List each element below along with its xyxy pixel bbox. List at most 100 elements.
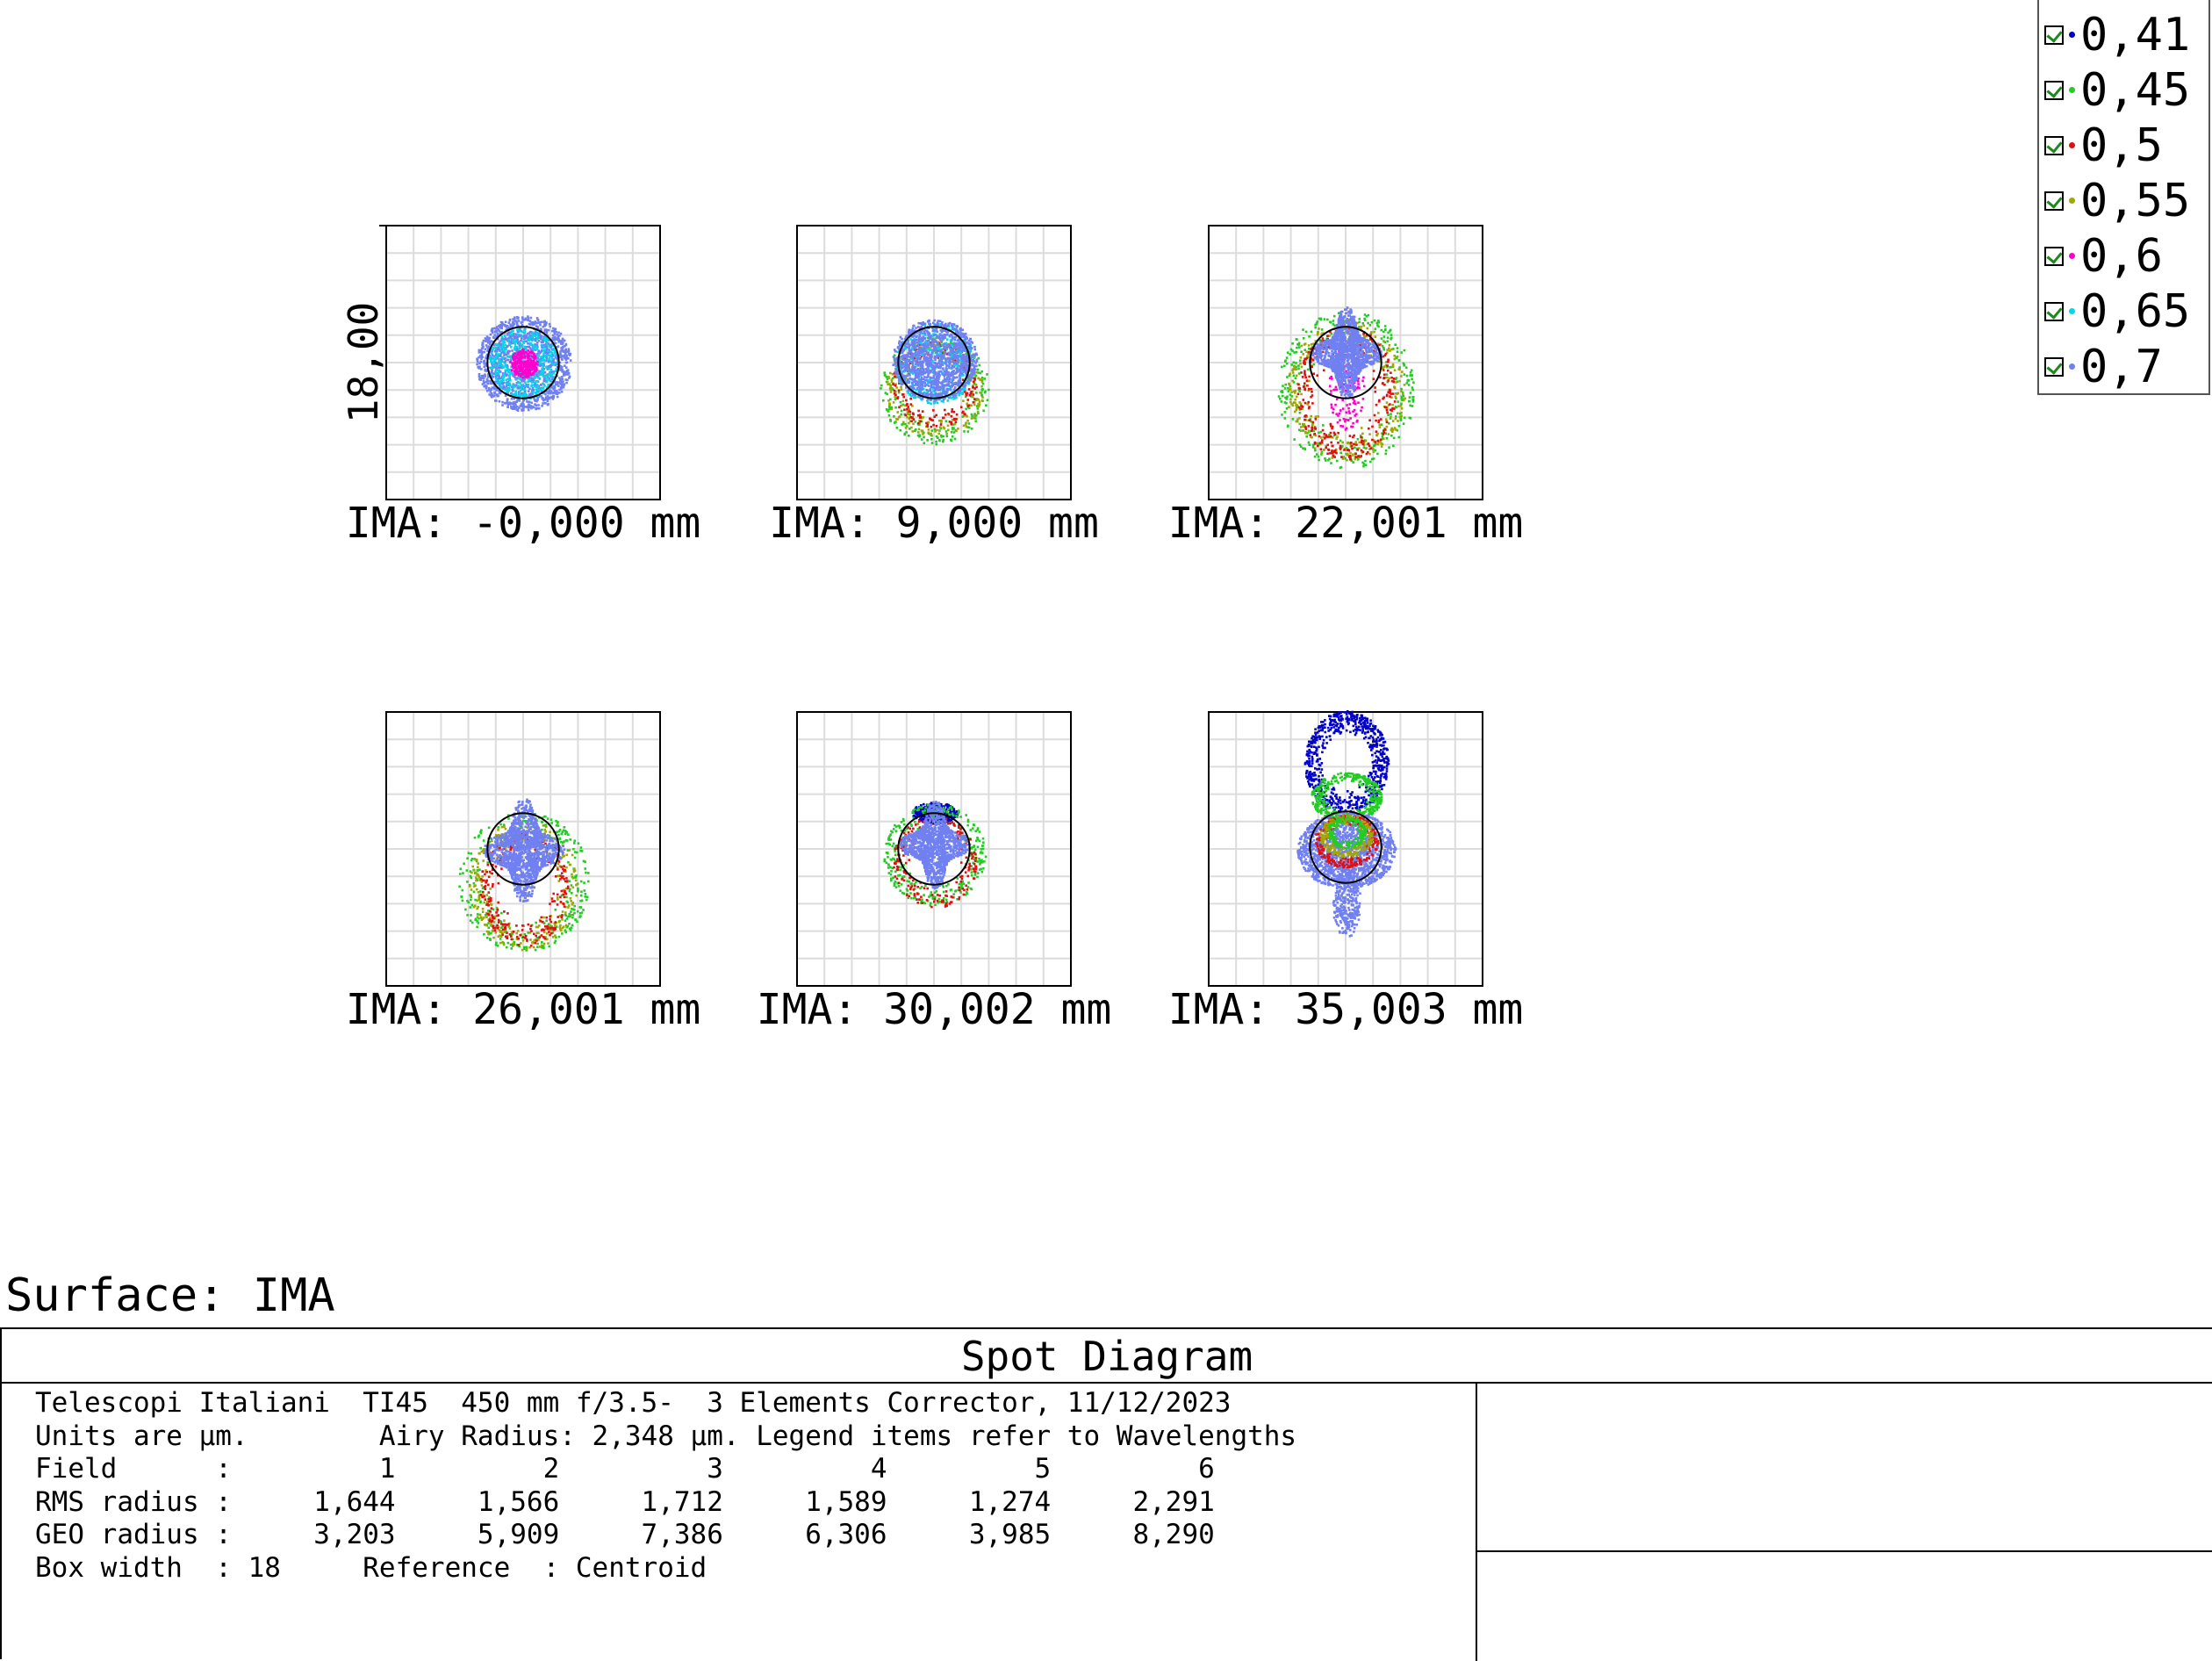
- spot-point: [478, 376, 481, 378]
- spot-point: [542, 344, 545, 347]
- spot-point: [518, 320, 521, 322]
- spot-point: [947, 399, 950, 402]
- spot-point: [965, 382, 967, 385]
- spot-point: [519, 353, 521, 356]
- spot-point: [552, 398, 555, 400]
- spot-point: [908, 422, 910, 425]
- spot-point: [514, 346, 517, 349]
- spot-point: [966, 393, 968, 396]
- spot-point: [1412, 400, 1415, 403]
- spot-point: [986, 373, 988, 376]
- spot-point: [1303, 337, 1305, 340]
- spot-point: [549, 371, 551, 374]
- spot-point: [916, 346, 918, 349]
- spot-point: [951, 339, 953, 342]
- spot-point: [1393, 437, 1396, 440]
- spot-point: [480, 368, 483, 370]
- spot-point: [546, 398, 549, 400]
- spot-point: [565, 343, 568, 346]
- spot-point: [936, 349, 938, 352]
- spot-point: [501, 335, 504, 338]
- spot-point: [933, 320, 936, 322]
- spot-point: [917, 385, 920, 387]
- spot-point: [938, 420, 941, 422]
- spot-point: [1299, 412, 1302, 414]
- spot-point: [953, 431, 956, 434]
- spot-point: [908, 435, 910, 437]
- spot-point: [491, 396, 493, 399]
- spot-point: [499, 324, 502, 327]
- spot-point: [923, 335, 925, 338]
- spot-point: [930, 356, 932, 359]
- spot-point: [909, 416, 912, 419]
- spot-point: [1412, 396, 1415, 399]
- spot-point: [939, 389, 942, 392]
- spot-point: [537, 336, 540, 339]
- spot-point: [930, 394, 933, 397]
- spot-point: [1375, 327, 1377, 330]
- spot-point: [1296, 338, 1298, 341]
- spot-point: [965, 408, 967, 411]
- spot-point: [951, 324, 953, 327]
- spot-point: [506, 354, 508, 356]
- spot-point: [1307, 369, 1310, 371]
- spot-point: [959, 349, 962, 351]
- spot-point: [493, 360, 496, 363]
- spot-point: [952, 378, 955, 381]
- spot-point: [906, 342, 908, 345]
- spot-point: [887, 409, 889, 412]
- spot-point: [537, 354, 540, 356]
- spot-point: [520, 356, 522, 358]
- spot-point: [538, 407, 541, 410]
- spot-point: [973, 378, 976, 380]
- spot-point: [1397, 350, 1399, 353]
- spot-point: [940, 423, 943, 426]
- spot-point: [944, 325, 946, 327]
- spot-point: [512, 356, 514, 358]
- spot-point: [978, 378, 980, 380]
- spot-point: [910, 403, 913, 406]
- spot-point: [1305, 331, 1308, 334]
- spot-point: [514, 348, 516, 350]
- spot-point: [954, 339, 957, 342]
- spot-point: [519, 365, 521, 368]
- spot-point: [502, 340, 505, 342]
- spot-point: [483, 360, 485, 363]
- spot-point: [530, 317, 533, 320]
- spot-point: [971, 428, 973, 430]
- spot-point: [1302, 353, 1304, 356]
- spot-point: [539, 324, 542, 327]
- spot-point: [536, 338, 539, 341]
- spot-point: [880, 387, 882, 390]
- spot-point: [915, 372, 917, 375]
- spot-point: [1284, 397, 1287, 399]
- spot-point: [924, 333, 927, 335]
- spot-point: [979, 400, 981, 403]
- spot-point: [541, 405, 543, 407]
- spot-point: [504, 344, 506, 347]
- spot-point: [939, 364, 942, 367]
- spot-point: [955, 421, 958, 424]
- spot-point: [483, 351, 485, 354]
- spot-point: [538, 370, 541, 373]
- spot-point: [919, 413, 922, 416]
- spot-point: [1318, 456, 1320, 458]
- spot-point: [927, 432, 930, 435]
- spot-point: [962, 411, 965, 413]
- spot-point: [1310, 415, 1312, 418]
- spot-point: [520, 382, 522, 385]
- spot-point: [502, 366, 505, 369]
- spot-point: [487, 380, 490, 383]
- spot-point: [930, 429, 933, 432]
- spot-point: [520, 390, 522, 392]
- spot-point: [938, 355, 941, 357]
- spot-point: [1286, 407, 1289, 410]
- spot-point: [904, 423, 907, 426]
- spot-point: [1384, 325, 1387, 327]
- spot-point: [912, 364, 915, 367]
- spot-point: [1300, 350, 1303, 353]
- spot-point: [570, 353, 572, 356]
- spot-point: [491, 352, 493, 355]
- spot-point: [508, 339, 511, 342]
- spot-point: [1408, 400, 1411, 403]
